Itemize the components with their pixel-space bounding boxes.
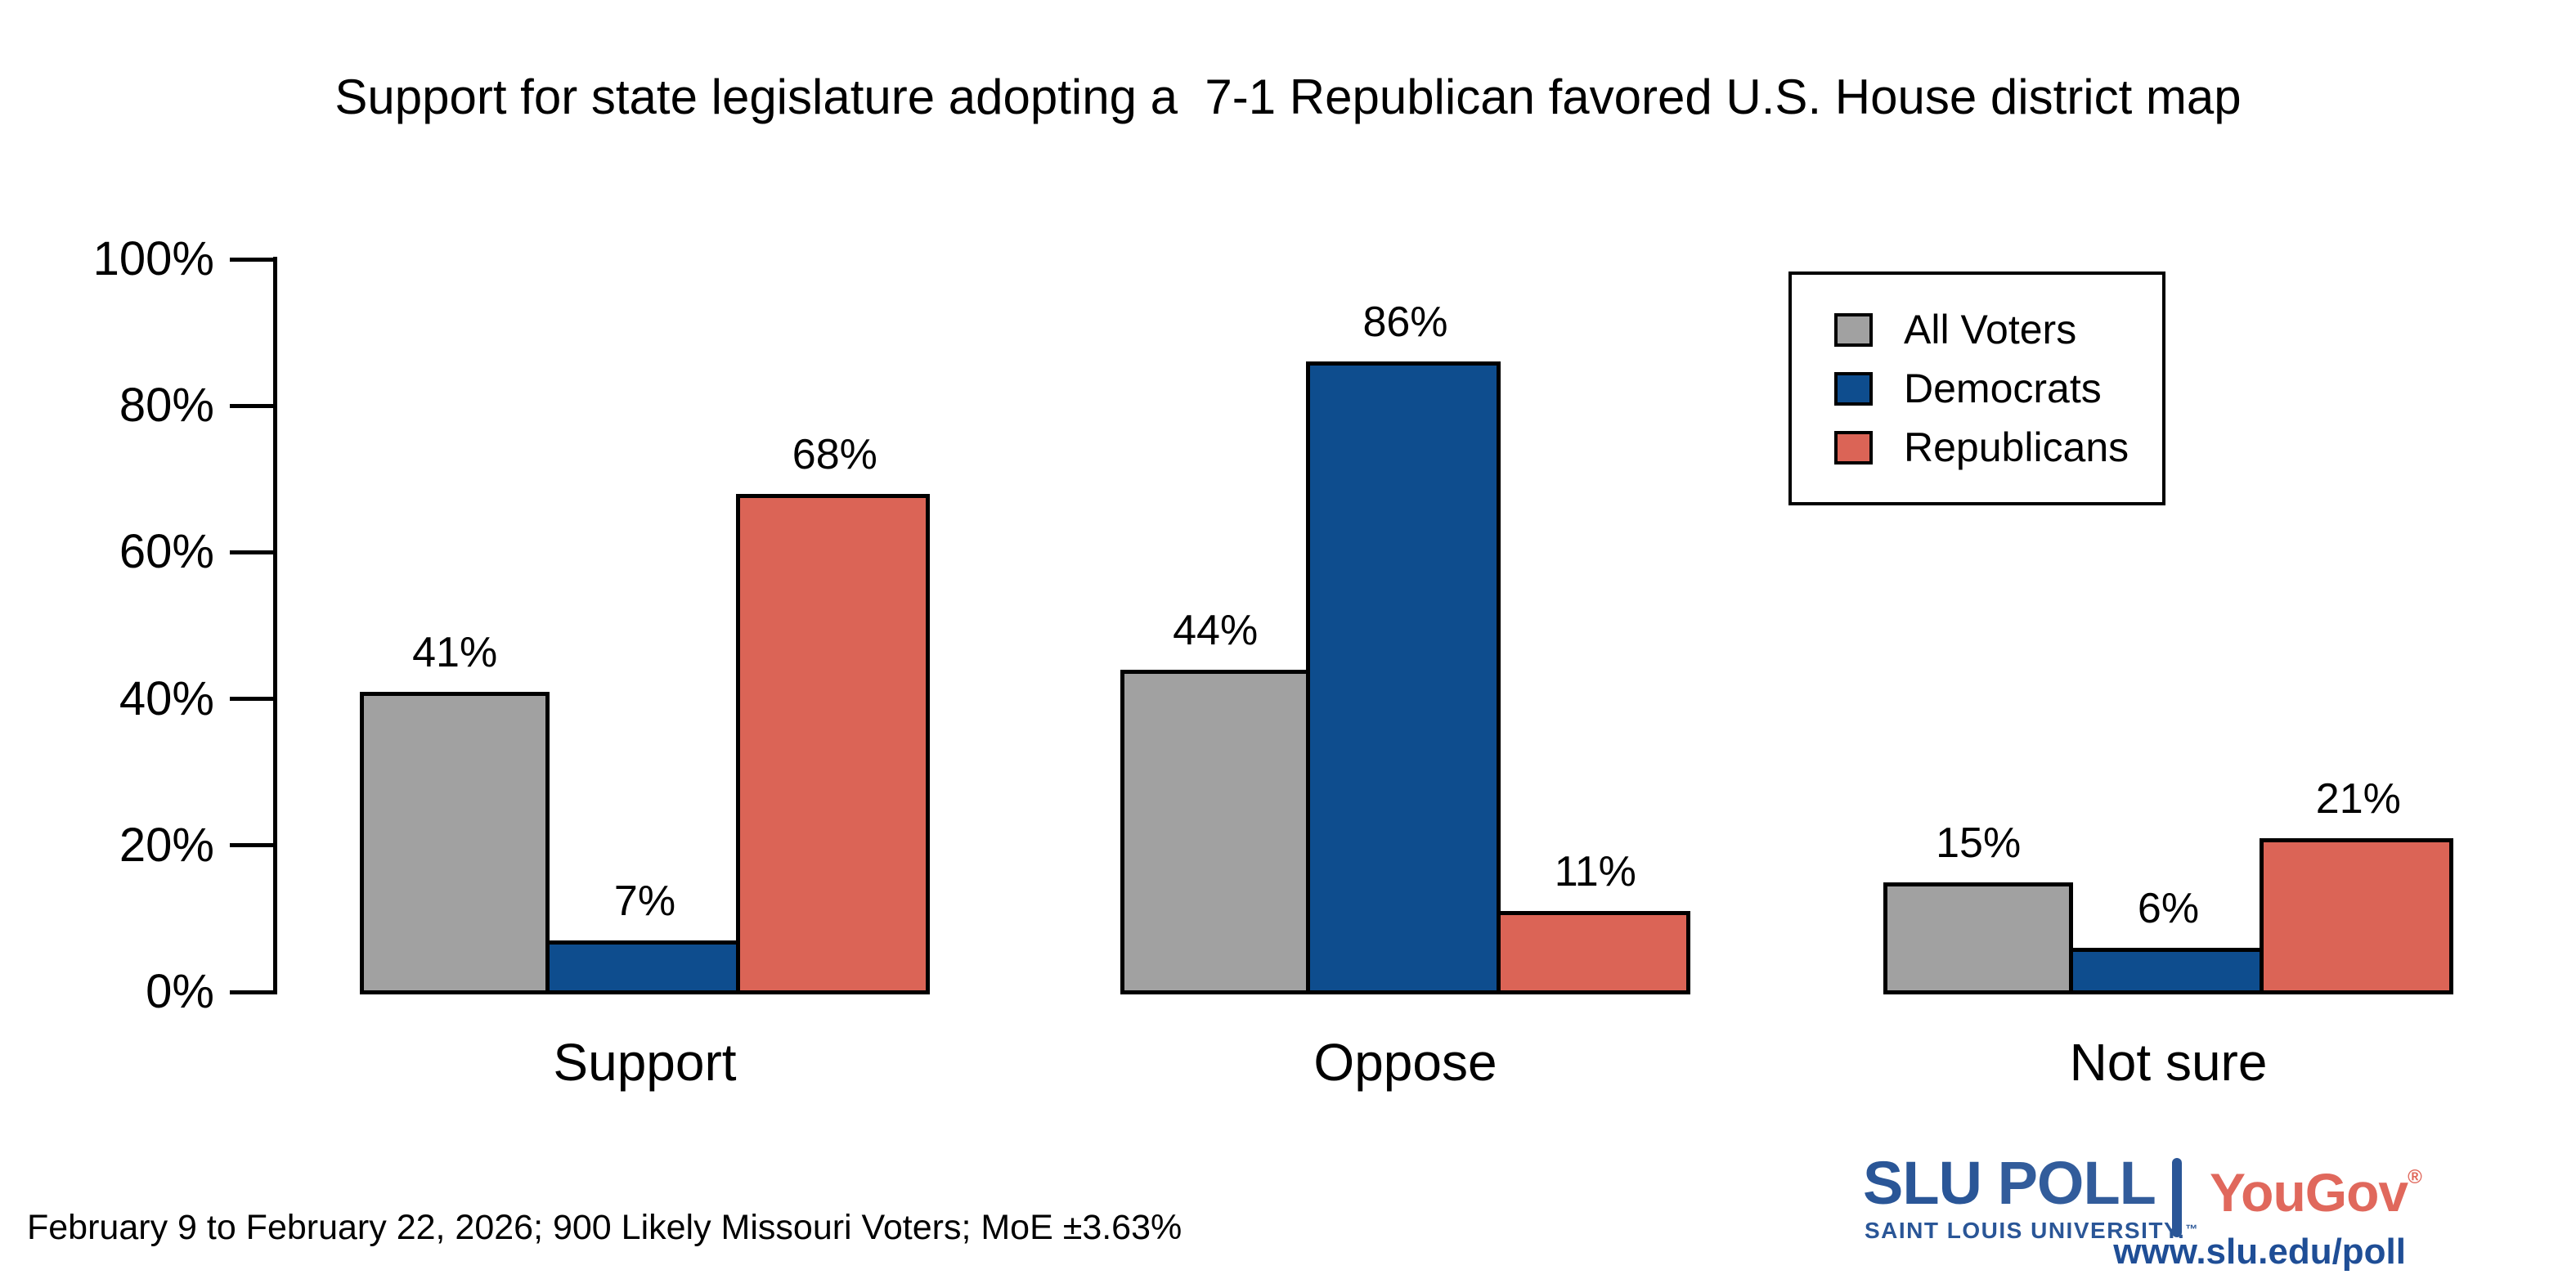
bar-republicans-oppose [1496, 911, 1690, 994]
legend: All Voters Democrats Republicans [1788, 272, 2165, 505]
bar-all-voters-oppose [1120, 669, 1311, 994]
legend-label: Republicans [1904, 424, 2129, 470]
poll-logo-text: POLL [1997, 1149, 2156, 1217]
trademark-symbol: ™ [2185, 1223, 2198, 1236]
slu-poll-logo: SLU POLL [1863, 1151, 2156, 1215]
category-label-not-sure: Not sure [2069, 1033, 2268, 1092]
value-label: 11% [1554, 848, 1636, 896]
y-tick-label: 40% [119, 671, 214, 725]
legend-item-all-voters: All Voters [1834, 300, 2162, 359]
value-label: 41% [412, 628, 498, 676]
y-tick-mark [230, 257, 274, 262]
democrats-swatch [1834, 371, 1873, 406]
bar-all-voters-support [360, 691, 550, 994]
legend-label: Democrats [1904, 366, 2102, 411]
bar-republicans-not-sure [2259, 837, 2453, 994]
y-tick-mark [230, 550, 274, 554]
y-tick-label: 0% [146, 965, 214, 1018]
legend-item-republicans: Republicans [1834, 418, 2162, 477]
value-label: 7% [613, 877, 676, 926]
y-tick-mark [230, 990, 274, 994]
bar-republicans-support [735, 493, 930, 994]
logo-separator-bar [2172, 1158, 2182, 1237]
y-tick-label: 80% [119, 379, 214, 433]
bar-democrats-support [545, 940, 740, 994]
saint-louis-university-wordmark: SAINT LOUIS UNIVERSITY.™ [1865, 1218, 2198, 1243]
value-label: 86% [1362, 298, 1448, 347]
y-tick-label: 100% [92, 232, 214, 285]
y-tick-mark [230, 843, 274, 848]
chart-title: Support for state legislature adopting a… [334, 70, 2242, 124]
value-label: 68% [792, 430, 877, 478]
category-label-support: Support [553, 1033, 737, 1092]
y-axis-line [273, 257, 277, 994]
y-tick-label: 60% [119, 525, 214, 579]
bar-all-voters-not-sure [1883, 882, 2074, 994]
y-tick-mark [230, 403, 274, 408]
y-tick-mark [230, 697, 274, 702]
value-label: 6% [2137, 885, 2200, 933]
value-label: 44% [1173, 606, 1259, 654]
category-label-oppose: Oppose [1313, 1033, 1497, 1092]
all-voters-swatch [1834, 312, 1873, 347]
slu-logo-text: SLU [1863, 1149, 1982, 1217]
registered-symbol: ® [2408, 1166, 2422, 1188]
value-label: 15% [1936, 819, 2022, 867]
legend-item-democrats: Democrats [1834, 359, 2162, 418]
y-tick-label: 20% [119, 818, 214, 872]
value-label: 21% [2315, 774, 2401, 823]
legend-label: All Voters [1904, 307, 2077, 352]
republicans-swatch [1834, 430, 1873, 464]
yougov-logo: YouGov® [2210, 1162, 2422, 1223]
survey-methodology-note: February 9 to February 22, 2026; 900 Lik… [27, 1208, 1183, 1247]
slu-poll-url: www.slu.edu/poll [2113, 1232, 2406, 1272]
bar-democrats-not-sure [2069, 948, 2264, 994]
bar-democrats-oppose [1306, 361, 1501, 994]
